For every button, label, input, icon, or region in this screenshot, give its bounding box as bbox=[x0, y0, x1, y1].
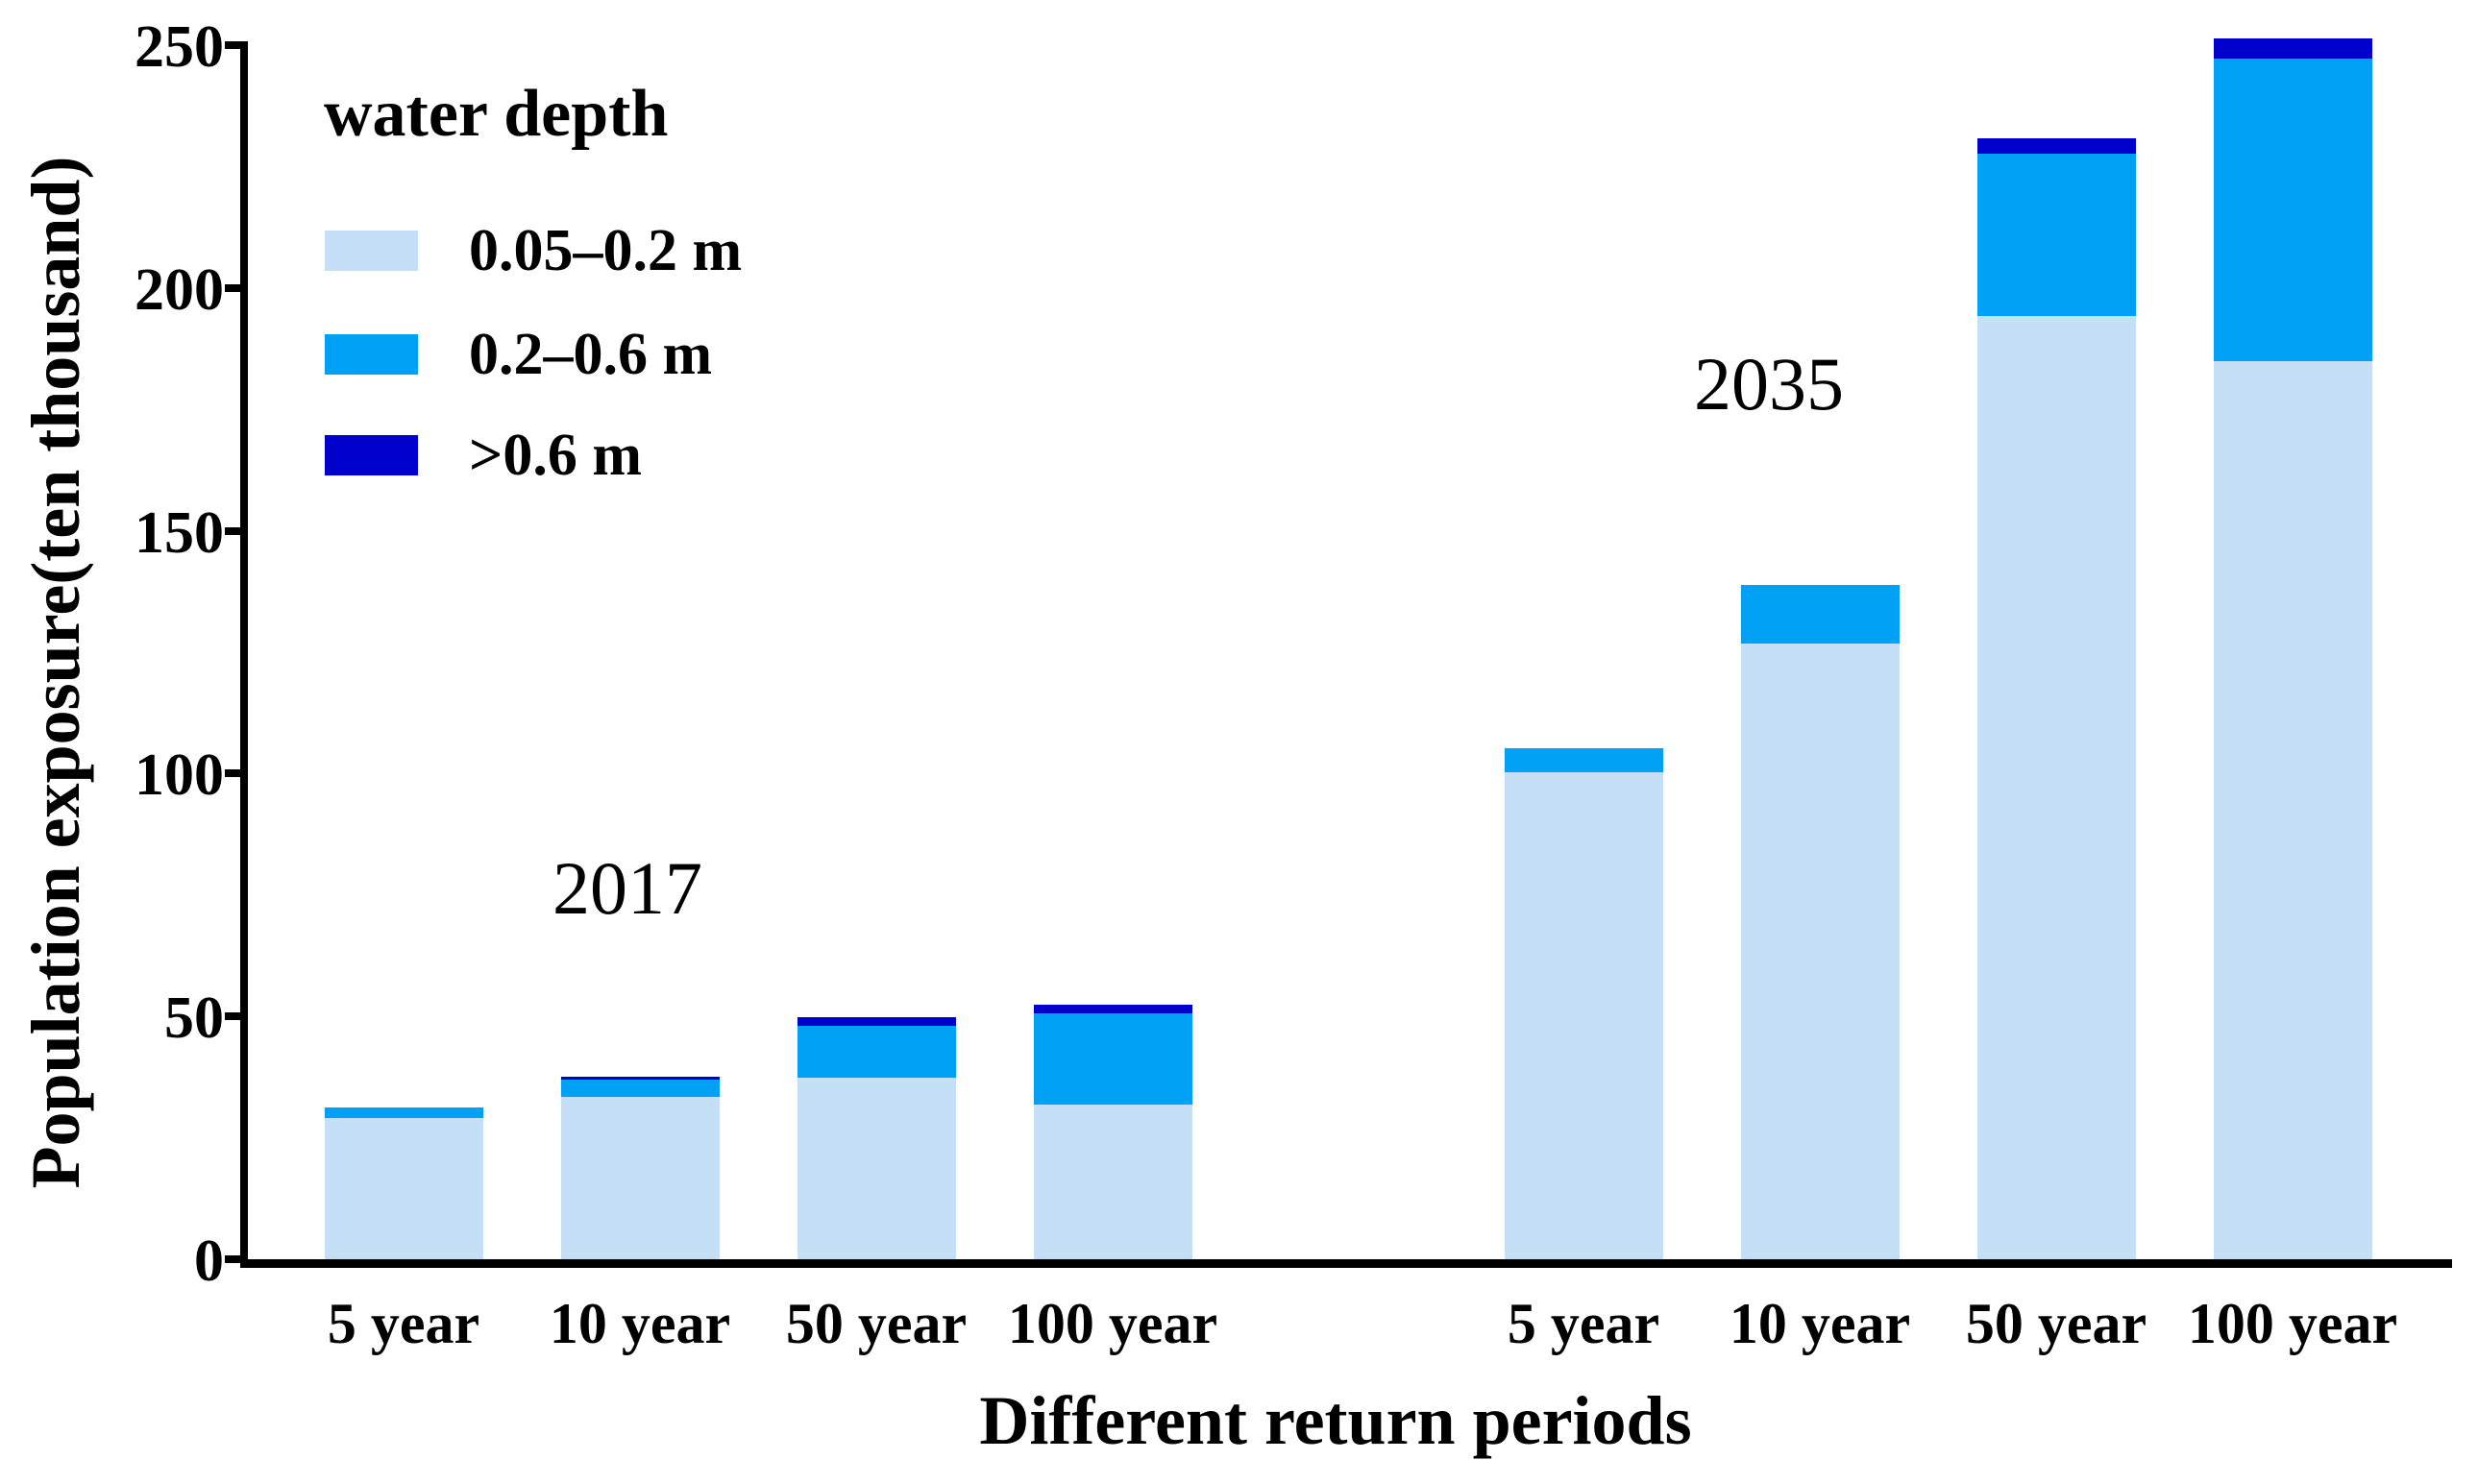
x-tick-label: 10 year bbox=[1729, 1292, 1911, 1355]
bar-segment bbox=[560, 1077, 720, 1081]
legend-item: 0.05–0.2 m bbox=[325, 221, 742, 280]
y-tick-label: 100 bbox=[135, 742, 224, 809]
y-tick-label: 150 bbox=[135, 499, 224, 566]
y-tick bbox=[225, 526, 240, 535]
x-tick-label: 50 year bbox=[785, 1292, 968, 1355]
x-tick-label: 100 year bbox=[1007, 1292, 1218, 1355]
y-tick bbox=[225, 769, 240, 778]
bar-segment bbox=[1740, 643, 1900, 1259]
bar-segment bbox=[1976, 153, 2136, 317]
bar-segment bbox=[2213, 58, 2372, 361]
bar-segment bbox=[797, 1016, 956, 1026]
bar-segment bbox=[1033, 1104, 1192, 1259]
bar-segment bbox=[560, 1080, 720, 1097]
legend-title: water depth bbox=[324, 77, 669, 151]
bar-segment bbox=[1740, 585, 1900, 644]
x-tick-label: 10 year bbox=[549, 1292, 731, 1355]
y-tick-label: 0 bbox=[194, 1229, 224, 1294]
y-tick bbox=[225, 1255, 240, 1263]
x-axis-line bbox=[240, 1259, 2452, 1268]
legend-item: 0.2–0.6 m bbox=[325, 325, 712, 384]
x-tick-label: 5 year bbox=[1507, 1292, 1660, 1355]
x-tick-label: 5 year bbox=[327, 1292, 480, 1355]
y-tick bbox=[225, 283, 240, 292]
y-axis-line bbox=[240, 41, 248, 1268]
bar-segment bbox=[1033, 1012, 1192, 1105]
bar-segment bbox=[324, 1107, 483, 1119]
legend-swatch bbox=[325, 435, 418, 475]
bar-segment bbox=[2213, 37, 2372, 59]
legend-item-label: 0.05–0.2 m bbox=[469, 218, 743, 283]
x-tick-label: 50 year bbox=[1965, 1292, 2147, 1355]
x-tick-label: 100 year bbox=[2187, 1292, 2398, 1355]
bar-segment bbox=[1976, 137, 2136, 154]
y-tick bbox=[225, 1012, 240, 1021]
bar-segment bbox=[324, 1118, 483, 1259]
bar-segment bbox=[797, 1078, 956, 1259]
legend-swatch bbox=[325, 334, 418, 375]
bar-segment bbox=[1504, 772, 1663, 1259]
y-tick-label: 250 bbox=[135, 14, 224, 80]
x-axis-title: Different return periods bbox=[979, 1382, 1692, 1459]
year-annotation: 2035 bbox=[1694, 342, 1844, 426]
legend-item-label: >0.6 m bbox=[469, 423, 642, 488]
legend-item: >0.6 m bbox=[325, 426, 642, 485]
bar-segment bbox=[2213, 360, 2372, 1259]
y-tick-label: 200 bbox=[135, 256, 224, 323]
y-tick-label: 50 bbox=[164, 985, 224, 1052]
legend-swatch bbox=[325, 231, 418, 271]
bar-segment bbox=[1976, 316, 2136, 1259]
bar-segment bbox=[1504, 747, 1663, 773]
bar-segment bbox=[560, 1096, 720, 1259]
year-annotation: 2017 bbox=[552, 846, 702, 930]
bar-segment bbox=[797, 1025, 956, 1079]
bar-segment bbox=[1033, 1005, 1192, 1013]
legend-item-label: 0.2–0.6 m bbox=[469, 322, 713, 387]
y-tick bbox=[225, 41, 240, 49]
